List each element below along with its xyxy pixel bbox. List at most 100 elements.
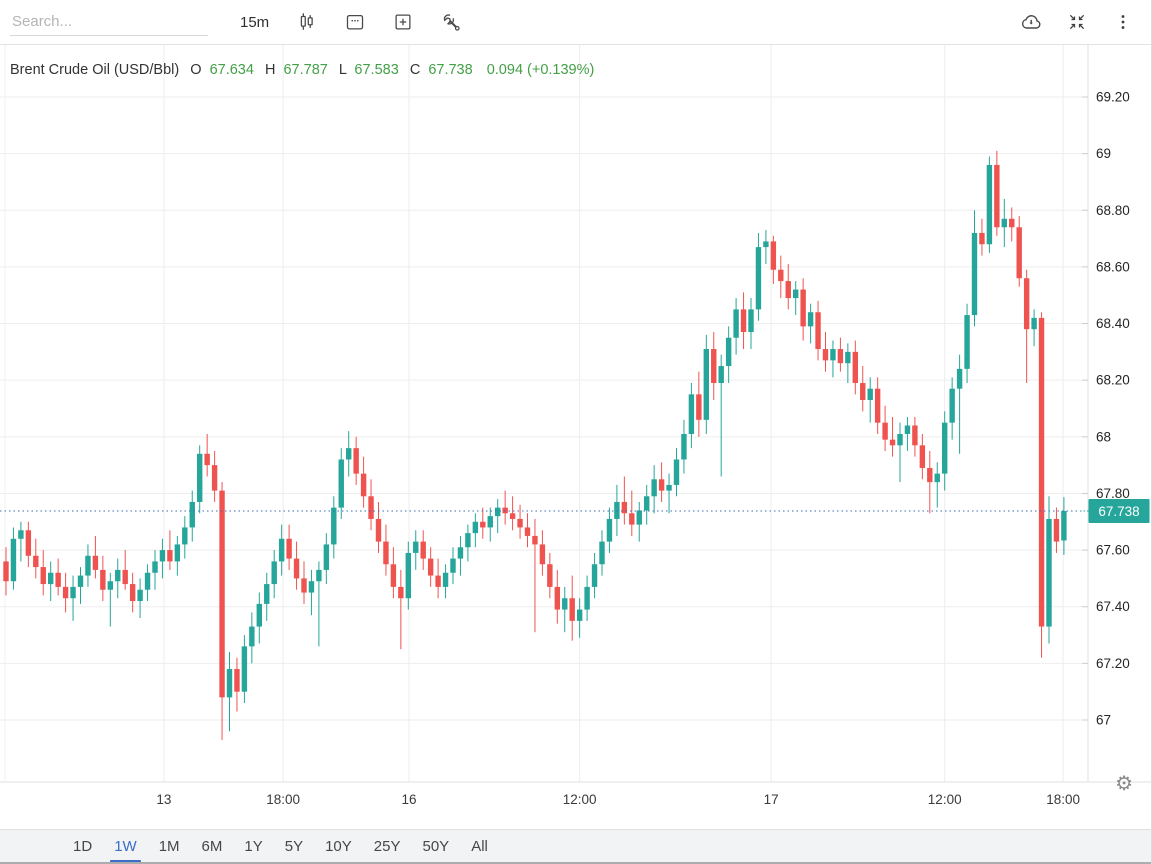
wrench-icon <box>443 13 460 31</box>
candle <box>40 550 46 596</box>
candle <box>815 300 821 361</box>
candle <box>442 564 449 599</box>
candle <box>748 298 754 350</box>
candle <box>897 422 903 483</box>
candle <box>912 416 918 457</box>
candle <box>264 572 270 621</box>
candle <box>651 465 657 514</box>
last-price-label: 67.738 <box>1098 504 1139 519</box>
time-axis[interactable]: 13 18:00 16 12:00 17 12:00 18:00 <box>156 792 1080 807</box>
range-1y[interactable]: 1Y <box>240 836 266 857</box>
candle <box>718 354 724 477</box>
candle <box>256 592 262 644</box>
candle <box>942 411 948 491</box>
range-1d[interactable]: 1D <box>69 836 96 857</box>
gridlines <box>0 44 1088 782</box>
y-tick-label: 69.20 <box>1096 90 1130 105</box>
low-value: 67.583 <box>354 62 399 78</box>
x-tick-label: 18:00 <box>1046 792 1080 807</box>
symbol-name: Brent Crude Oil (USD/Bbl) <box>10 62 180 78</box>
y-tick-label: 69 <box>1096 146 1111 161</box>
candle <box>204 433 210 477</box>
range-bar: 1D 1W 1M 6M 1Y 5Y 10Y 25Y 50Y All <box>0 829 1151 863</box>
change-value: 0.094 (+0.139%) <box>486 62 595 78</box>
search-input[interactable] <box>10 8 208 36</box>
candle <box>62 572 69 613</box>
price-axis[interactable]: 69.20 69 68.80 68.60 68.40 68.20 68 67.80 67.60 6… <box>1082 90 1130 728</box>
candle <box>1016 215 1022 287</box>
candle <box>547 552 553 599</box>
candle <box>211 450 218 502</box>
range-5y[interactable]: 5Y <box>281 836 307 857</box>
cloud-save-button[interactable] <box>1015 6 1047 38</box>
candle <box>800 278 806 341</box>
add-panel-button[interactable] <box>387 6 419 38</box>
candle <box>606 507 613 553</box>
candle <box>1053 507 1060 553</box>
range-10y[interactable]: 10Y <box>321 836 356 857</box>
candle <box>599 530 605 576</box>
more-menu-button[interactable] <box>1107 6 1139 38</box>
candle <box>956 354 963 454</box>
candle <box>353 436 359 485</box>
candle <box>524 513 531 548</box>
candlestick-icon <box>300 13 313 30</box>
gear-icon: ⚙ <box>1115 773 1133 795</box>
plus-square-icon <box>395 14 411 30</box>
range-all[interactable]: All <box>467 836 492 857</box>
candle <box>830 340 836 378</box>
candle <box>793 281 799 316</box>
candle <box>644 484 650 525</box>
close-label: C <box>409 62 421 78</box>
candles-series <box>3 150 1067 740</box>
candle <box>427 547 434 587</box>
candle <box>405 541 411 610</box>
candle <box>55 558 61 596</box>
chart-style-button[interactable] <box>291 6 323 38</box>
timeframe-button[interactable]: 15m <box>234 10 275 35</box>
candle <box>949 377 955 440</box>
range-25y[interactable]: 25Y <box>370 836 405 857</box>
candle <box>25 521 32 568</box>
candle <box>755 232 762 321</box>
candle <box>308 569 315 616</box>
collapse-icon <box>1069 14 1085 30</box>
y-tick-label: 67.60 <box>1096 543 1130 558</box>
candle <box>889 416 896 457</box>
candle <box>413 530 419 570</box>
candle <box>822 332 829 372</box>
range-1m[interactable]: 1M <box>155 836 184 857</box>
candle <box>271 550 277 599</box>
candle <box>234 657 240 712</box>
x-tick-label: 18:00 <box>266 792 300 807</box>
candle <box>740 292 747 350</box>
candle <box>845 343 851 384</box>
range-1w[interactable]: 1W <box>110 836 141 863</box>
candlestick-chart[interactable]: 69.20 69 68.80 68.60 68.40 68.20 68 67.80 67.60 6… <box>0 44 1152 810</box>
chart-legend: Brent Crude Oil (USD/Bbl) O 67.634 H 67.… <box>10 62 594 78</box>
candle <box>144 564 151 602</box>
tools-button[interactable] <box>435 6 467 38</box>
candle <box>532 518 538 633</box>
candle <box>100 555 106 602</box>
candle <box>435 558 441 599</box>
collapse-button[interactable] <box>1061 6 1093 38</box>
candle <box>629 490 635 536</box>
candle <box>1023 269 1030 384</box>
candle <box>390 547 397 599</box>
candle <box>249 612 255 664</box>
candle <box>48 561 54 602</box>
candle <box>197 445 203 514</box>
range-50y[interactable]: 50Y <box>419 836 454 857</box>
candle <box>673 448 680 497</box>
x-tick-label: 12:00 <box>928 792 962 807</box>
calendar-button[interactable] <box>339 6 371 38</box>
candle <box>189 490 195 542</box>
candle <box>338 448 344 519</box>
y-tick-label: 68.80 <box>1096 203 1130 218</box>
candle <box>569 575 575 641</box>
chart-settings-button[interactable]: ⚙ <box>1113 772 1135 796</box>
candle <box>383 524 389 576</box>
range-6m[interactable]: 6M <box>198 836 227 857</box>
candle <box>860 366 866 412</box>
